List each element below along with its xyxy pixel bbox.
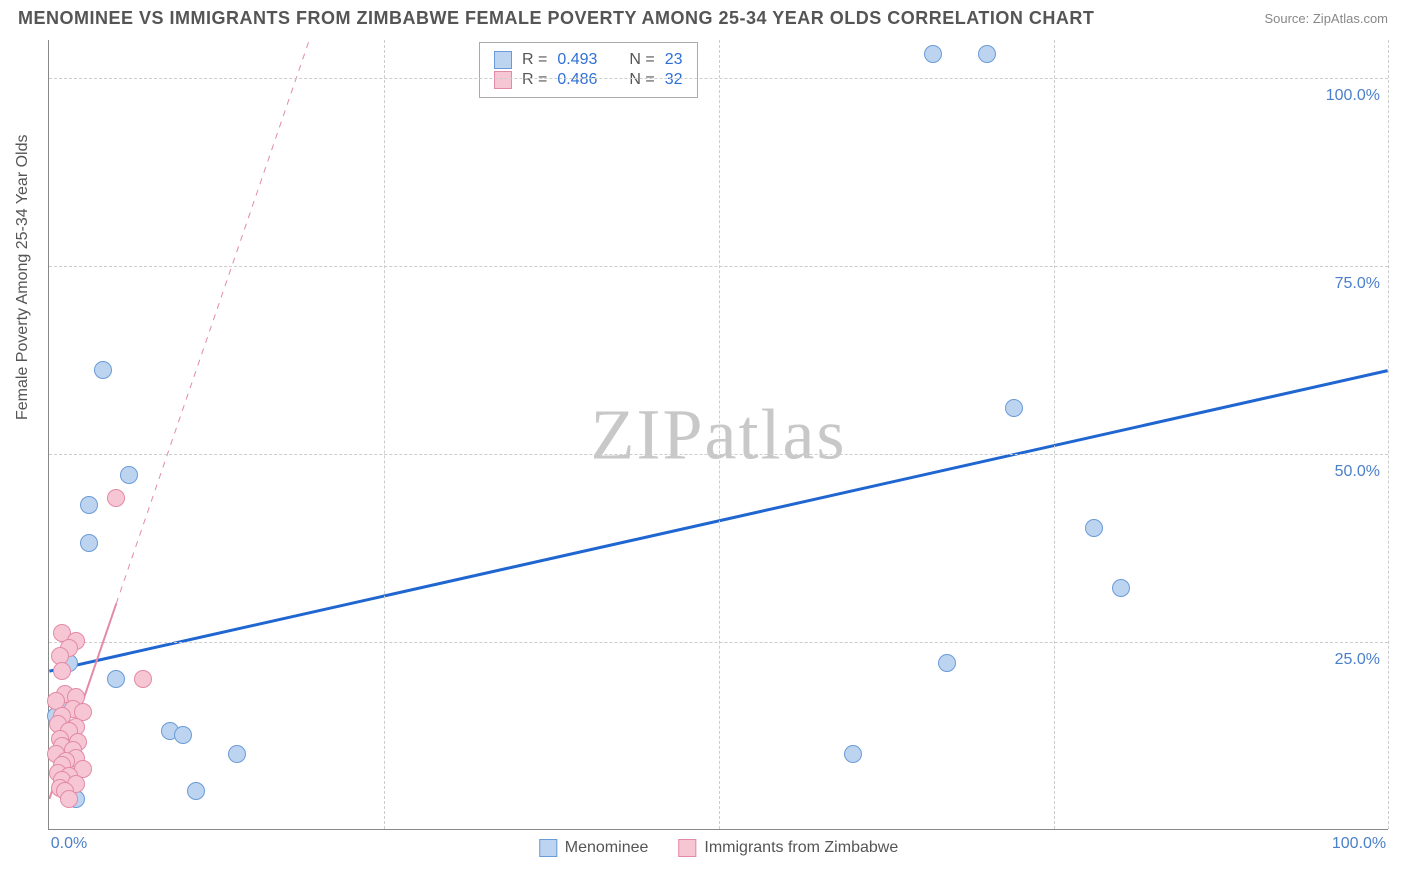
legend-item: Menominee bbox=[539, 839, 649, 857]
y-axis-title: Female Poverty Among 25-34 Year Olds bbox=[14, 135, 32, 421]
gridline-v bbox=[1054, 40, 1055, 829]
data-point bbox=[60, 790, 78, 808]
x-tick-label: 0.0% bbox=[51, 835, 87, 853]
data-point bbox=[924, 45, 942, 63]
gridline-v bbox=[719, 40, 720, 829]
legend-label: Menominee bbox=[565, 839, 649, 857]
data-point bbox=[80, 496, 98, 514]
legend-swatch bbox=[494, 51, 512, 69]
chart-title: MENOMINEE VS IMMIGRANTS FROM ZIMBABWE FE… bbox=[18, 8, 1094, 29]
legend-item: Immigrants from Zimbabwe bbox=[678, 839, 898, 857]
stats-legend: R = 0.493 N = 23 R = 0.486 N = 32 bbox=[479, 42, 698, 98]
source-label: Source: ZipAtlas.com bbox=[1264, 11, 1388, 26]
r-label: R = bbox=[522, 51, 547, 69]
n-label: N = bbox=[629, 71, 654, 89]
data-point bbox=[53, 662, 71, 680]
data-point bbox=[80, 534, 98, 552]
data-point bbox=[978, 45, 996, 63]
data-point bbox=[844, 745, 862, 763]
n-value: 32 bbox=[665, 71, 683, 89]
r-value: 0.493 bbox=[557, 51, 597, 69]
data-point bbox=[94, 361, 112, 379]
data-point bbox=[107, 670, 125, 688]
x-tick-label: 100.0% bbox=[1332, 835, 1386, 853]
data-point bbox=[1005, 399, 1023, 417]
r-label: R = bbox=[522, 71, 547, 89]
data-point bbox=[120, 466, 138, 484]
legend-swatch bbox=[494, 71, 512, 89]
legend-swatch bbox=[539, 839, 557, 857]
data-point bbox=[107, 489, 125, 507]
y-tick-label: 25.0% bbox=[1335, 651, 1380, 669]
y-tick-label: 75.0% bbox=[1335, 275, 1380, 293]
data-point bbox=[187, 782, 205, 800]
stats-row: R = 0.493 N = 23 bbox=[494, 51, 683, 69]
data-point bbox=[134, 670, 152, 688]
data-point bbox=[1112, 579, 1130, 597]
data-point bbox=[1085, 519, 1103, 537]
stats-row: R = 0.486 N = 32 bbox=[494, 71, 683, 89]
y-tick-label: 50.0% bbox=[1335, 463, 1380, 481]
scatter-chart: ZIPatlas R =0.493N =23R =0.486N =32 Meno… bbox=[48, 40, 1388, 830]
y-tick-label: 100.0% bbox=[1326, 87, 1380, 105]
r-value: 0.486 bbox=[557, 71, 597, 89]
series-legend: Menominee Immigrants from Zimbabwe bbox=[539, 839, 898, 857]
legend-label: Immigrants from Zimbabwe bbox=[704, 839, 898, 857]
n-label: N = bbox=[629, 51, 654, 69]
data-point bbox=[174, 726, 192, 744]
gridline-v bbox=[1388, 40, 1389, 829]
n-value: 23 bbox=[665, 51, 683, 69]
gridline-v bbox=[384, 40, 385, 829]
data-point bbox=[228, 745, 246, 763]
legend-swatch bbox=[678, 839, 696, 857]
data-point bbox=[938, 654, 956, 672]
